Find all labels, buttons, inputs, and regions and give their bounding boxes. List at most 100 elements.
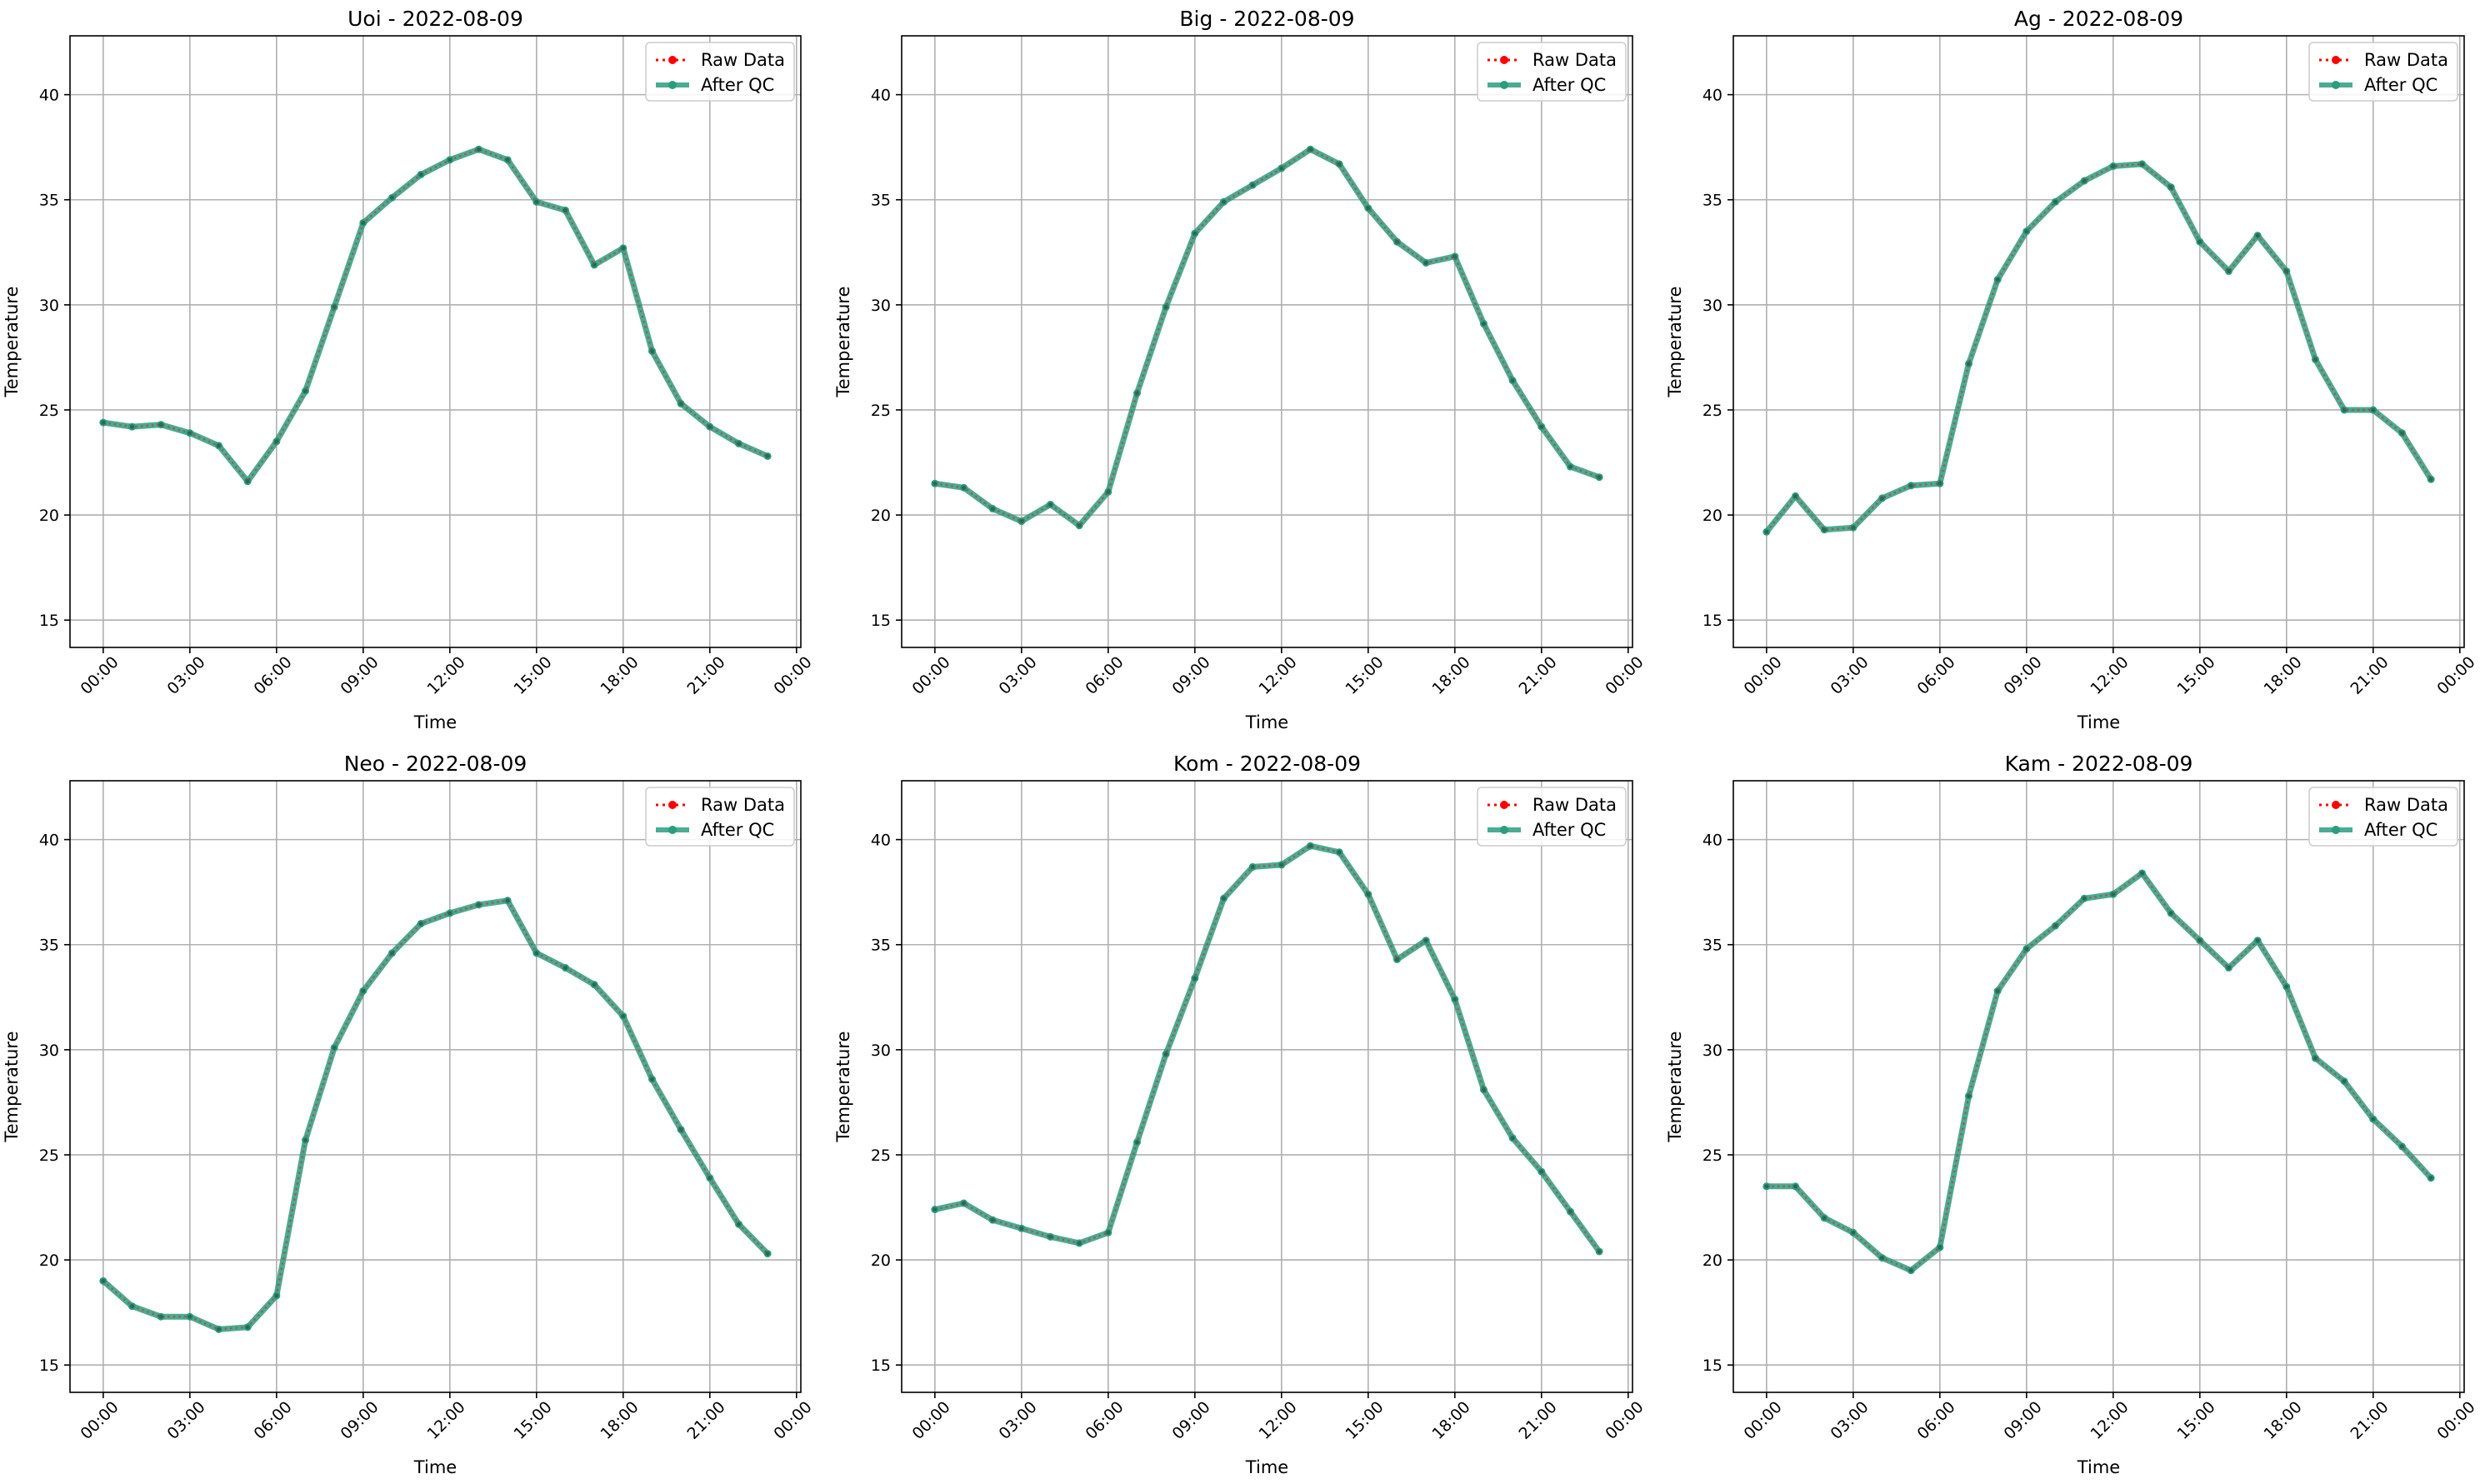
raw-data-point xyxy=(1792,493,1798,498)
y-tick-label: 35 xyxy=(1702,937,1722,955)
raw-data-point xyxy=(1879,1255,1885,1261)
raw-data-point xyxy=(678,1127,683,1132)
raw-data-point xyxy=(1908,483,1913,488)
raw-data-point xyxy=(1908,1268,1913,1273)
raw-data-point xyxy=(1163,304,1168,309)
raw-data-point xyxy=(562,965,568,971)
y-tick-label: 35 xyxy=(871,192,891,210)
y-tick-label: 30 xyxy=(1702,1042,1722,1060)
chart-title: Kam - 2022-08-09 xyxy=(2005,752,2193,776)
y-tick-label: 30 xyxy=(39,1042,59,1060)
raw-data-point xyxy=(1337,850,1342,855)
raw-data-point xyxy=(649,1077,655,1082)
legend-marker-raw-data xyxy=(1500,56,1508,64)
raw-data-point xyxy=(990,1217,995,1222)
raw-data-point xyxy=(1510,378,1515,383)
legend-marker-after-qc xyxy=(668,81,677,89)
raw-data-point xyxy=(1192,976,1198,981)
legend-label-after-qc: After QC xyxy=(1532,820,1606,840)
raw-data-point xyxy=(1851,525,1856,530)
axes-frame xyxy=(1732,35,2465,648)
raw-data-point xyxy=(361,220,366,226)
raw-data-point xyxy=(1822,527,1827,532)
raw-data-point xyxy=(2226,268,2232,274)
legend-marker-raw-data xyxy=(1500,801,1508,809)
raw-data-point xyxy=(476,902,482,907)
raw-data-point xyxy=(389,195,395,200)
raw-data-point xyxy=(1019,1226,1024,1231)
series-line-after-qc xyxy=(934,146,1601,529)
y-tick-label: 20 xyxy=(39,1252,59,1270)
y-tick-label: 15 xyxy=(1702,612,1722,630)
raw-data-point xyxy=(389,951,395,956)
y-tick-label: 15 xyxy=(39,1357,59,1375)
raw-data-point xyxy=(274,439,279,444)
legend-label-raw-data: Raw Data xyxy=(1532,795,1617,815)
raw-data-point xyxy=(1423,260,1428,266)
y-tick-label: 15 xyxy=(1702,1357,1722,1375)
raw-data-point xyxy=(1221,199,1227,204)
y-tick-label: 40 xyxy=(39,832,59,850)
y-tick-label: 35 xyxy=(1702,192,1722,210)
raw-data-point xyxy=(2111,163,2116,168)
raw-data-point xyxy=(1134,1140,1140,1145)
legend-label-raw-data: Raw Data xyxy=(701,50,785,70)
raw-data-point xyxy=(2168,911,2173,916)
raw-data-point xyxy=(1077,523,1082,528)
x-axis-label: Time xyxy=(413,712,457,732)
raw-data-point xyxy=(2342,1079,2347,1084)
raw-data-point xyxy=(1792,1184,1798,1189)
raw-data-point xyxy=(1366,206,1371,211)
raw-data-point xyxy=(332,304,337,309)
y-tick-label: 20 xyxy=(1702,507,1722,525)
raw-data-point xyxy=(990,506,995,512)
raw-data-point xyxy=(1394,239,1400,244)
legend: Raw Data After QC xyxy=(1477,42,1627,102)
y-tick-label: 40 xyxy=(1702,832,1722,850)
chart-title: Ag - 2022-08-09 xyxy=(2014,7,2183,31)
y-tick-label: 35 xyxy=(39,937,59,955)
raw-data-point xyxy=(1048,502,1053,507)
raw-data-point xyxy=(1481,321,1487,327)
raw-data-point xyxy=(1995,277,2000,282)
raw-data-point xyxy=(188,1314,192,1319)
series-line-after-qc xyxy=(1766,870,2433,1274)
series-line-raw-data xyxy=(934,147,1600,527)
y-tick-label: 25 xyxy=(871,1147,891,1165)
series-line-after-qc xyxy=(1764,161,2434,534)
raw-data-point xyxy=(1822,1216,1827,1221)
raw-data-point xyxy=(245,479,250,484)
raw-data-point xyxy=(1764,1184,1769,1189)
y-tick-label: 15 xyxy=(871,612,891,630)
raw-data-point xyxy=(2371,407,2376,412)
raw-data-point xyxy=(2399,1144,2405,1149)
raw-data-point xyxy=(2139,162,2145,167)
raw-data-point xyxy=(302,388,308,393)
y-tick-label: 30 xyxy=(871,1042,891,1060)
raw-data-point xyxy=(476,147,482,152)
raw-data-point xyxy=(1308,843,1313,848)
raw-data-point xyxy=(736,1222,742,1227)
series-line-raw-data xyxy=(102,899,769,1331)
raw-data-point xyxy=(961,1201,967,1206)
x-axis-label: Time xyxy=(2077,712,2120,732)
y-tick-label: 25 xyxy=(39,402,59,420)
raw-data-point xyxy=(1879,496,1885,501)
legend-label-after-qc: After QC xyxy=(701,75,774,95)
raw-data-point xyxy=(1568,464,1573,469)
series-line-raw-data xyxy=(1766,872,2432,1272)
raw-data-point xyxy=(1250,182,1255,187)
raw-data-point xyxy=(961,485,967,490)
legend-label-raw-data: Raw Data xyxy=(1532,50,1617,70)
legend: Raw Data After QC xyxy=(1477,787,1627,847)
y-tick-label: 25 xyxy=(39,1147,59,1165)
raw-data-point xyxy=(2284,268,2289,274)
chart-title: Big - 2022-08-09 xyxy=(1179,7,1354,31)
raw-data-point xyxy=(678,401,683,407)
y-tick-label: 20 xyxy=(871,507,891,525)
y-tick-label: 25 xyxy=(1702,402,1722,420)
raw-data-point xyxy=(1163,1052,1168,1057)
raw-data-point xyxy=(2052,923,2058,928)
raw-data-point xyxy=(765,1251,770,1257)
